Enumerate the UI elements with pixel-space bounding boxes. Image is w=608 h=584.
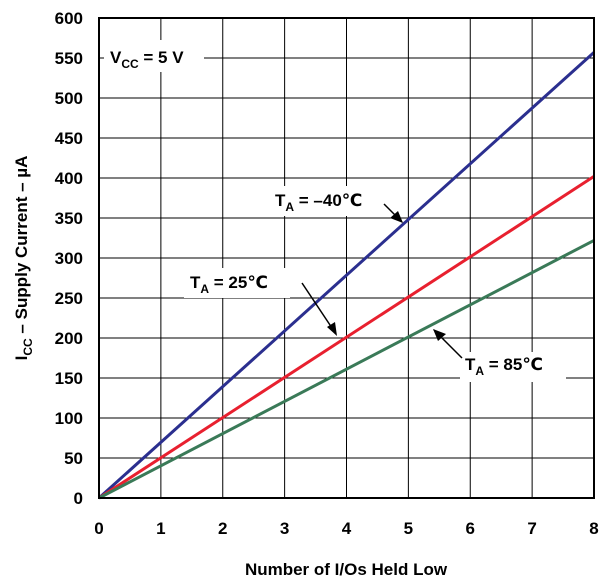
arrowhead-minus40 bbox=[390, 211, 403, 223]
series-label-85: TA = 85℃ bbox=[465, 355, 543, 378]
y-tick-label: 100 bbox=[55, 409, 83, 428]
y-tick-label: 350 bbox=[55, 209, 83, 228]
y-tick-label: 250 bbox=[55, 289, 83, 308]
x-tick-labels: 0 1 2 3 4 5 6 7 8 bbox=[94, 519, 598, 538]
x-tick-label: 8 bbox=[589, 519, 598, 538]
label-bg-25 bbox=[184, 268, 290, 298]
y-tick-label: 50 bbox=[64, 449, 83, 468]
arrowhead-85 bbox=[433, 329, 446, 341]
y-tick-labels: 0 50 100 150 200 250 300 350 400 450 500 550 600 bbox=[55, 9, 83, 508]
y-tick-label: 150 bbox=[55, 369, 83, 388]
y-axis-title: ICC – Supply Current – µA bbox=[12, 156, 35, 361]
arrowhead-25 bbox=[327, 322, 337, 336]
x-tick-label: 0 bbox=[94, 519, 103, 538]
series-line-minus40 bbox=[97, 51, 596, 500]
y-tick-label: 400 bbox=[55, 169, 83, 188]
x-tick-label: 3 bbox=[280, 519, 289, 538]
x-tick-label: 1 bbox=[156, 519, 165, 538]
series-label-minus40: TA = –40℃ bbox=[275, 191, 362, 214]
series-label-25: TA = 25℃ bbox=[190, 273, 268, 296]
vcc-annotation: VCC = 5 V bbox=[110, 48, 184, 71]
series-lines bbox=[97, 51, 596, 500]
x-tick-label: 2 bbox=[218, 519, 227, 538]
y-tick-label: 300 bbox=[55, 249, 83, 268]
y-tick-label: 200 bbox=[55, 329, 83, 348]
vcc-annotation-box bbox=[104, 40, 204, 72]
x-tick-label: 7 bbox=[527, 519, 536, 538]
y-tick-label: 500 bbox=[55, 89, 83, 108]
x-tick-label: 6 bbox=[466, 519, 475, 538]
plot-frame bbox=[98, 17, 595, 499]
series-line-85 bbox=[98, 239, 595, 500]
series-line-25 bbox=[98, 175, 595, 500]
y-tick-label: 600 bbox=[55, 9, 83, 28]
y-tick-label: 0 bbox=[74, 489, 83, 508]
y-tick-label: 450 bbox=[55, 129, 83, 148]
label-bg-85 bbox=[460, 352, 566, 382]
x-axis-title: Number of I/Os Held Low bbox=[245, 560, 448, 579]
y-tick-label: 550 bbox=[55, 49, 83, 68]
label-bg-minus40 bbox=[270, 186, 382, 216]
x-tick-label: 5 bbox=[404, 519, 413, 538]
x-tick-label: 4 bbox=[342, 519, 352, 538]
